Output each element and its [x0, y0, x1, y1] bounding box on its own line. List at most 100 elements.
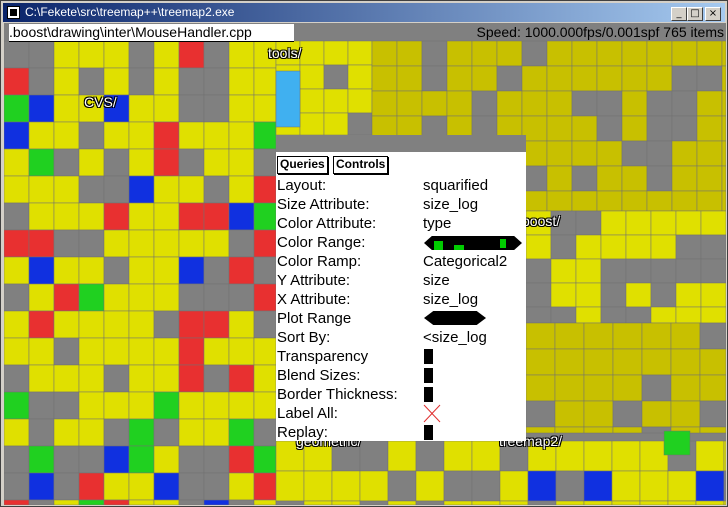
treemap-cell[interactable]: [670, 348, 701, 376]
treemap-cell[interactable]: [28, 121, 55, 150]
treemap-cell[interactable]: [203, 40, 230, 69]
treemap-cell[interactable]: [446, 90, 473, 117]
treemap-cell[interactable]: [583, 426, 614, 434]
treemap-cell[interactable]: [178, 445, 205, 474]
treemap-cell[interactable]: [583, 400, 614, 428]
treemap-cell[interactable]: [331, 440, 361, 472]
treemap-cell[interactable]: [203, 472, 230, 501]
treemap-cell[interactable]: [78, 310, 105, 339]
treemap-cell[interactable]: [153, 148, 180, 177]
treemap-cell[interactable]: [153, 472, 180, 501]
treemap-cell[interactable]: [625, 282, 652, 308]
treemap-cell[interactable]: [153, 418, 180, 447]
treemap-cell[interactable]: [415, 440, 445, 472]
treemap-cell[interactable]: [359, 470, 389, 502]
treemap-cell[interactable]: [203, 337, 230, 366]
treemap-cell[interactable]: [128, 472, 155, 501]
size-attribute-value[interactable]: size_log: [423, 196, 479, 213]
treemap-cell[interactable]: [575, 210, 602, 236]
treemap-cell[interactable]: [28, 94, 55, 123]
treemap-cell[interactable]: [700, 234, 726, 260]
treemap-cell[interactable]: [4, 472, 30, 501]
treemap-cell[interactable]: [721, 190, 726, 212]
treemap-cell[interactable]: [347, 112, 373, 136]
treemap-cell[interactable]: [521, 115, 548, 142]
treemap-cell[interactable]: [178, 472, 205, 501]
treemap-cell[interactable]: [575, 306, 602, 324]
treemap-cell[interactable]: [178, 229, 205, 258]
treemap-cell[interactable]: [546, 90, 573, 117]
treemap-cell[interactable]: [128, 94, 155, 123]
treemap-cell[interactable]: [303, 470, 333, 502]
treemap-cell[interactable]: [203, 202, 230, 231]
treemap-cell[interactable]: [583, 322, 614, 350]
treemap-cell[interactable]: [641, 322, 672, 350]
treemap-cell[interactable]: [646, 165, 673, 192]
range-handle-max[interactable]: [500, 239, 506, 248]
treemap-cell[interactable]: [78, 229, 105, 258]
treemap-cell[interactable]: [153, 310, 180, 339]
treemap-cell[interactable]: [178, 256, 205, 285]
treemap-cell[interactable]: [228, 40, 255, 69]
treemap-cell[interactable]: [571, 140, 598, 167]
treemap-cell[interactable]: [228, 391, 255, 420]
treemap-cell[interactable]: [700, 282, 726, 308]
treemap-cell[interactable]: [228, 202, 255, 231]
treemap-cell[interactable]: [347, 88, 373, 114]
treemap-cell[interactable]: [696, 90, 723, 117]
treemap-cell[interactable]: [359, 500, 389, 505]
treemap-cell[interactable]: [275, 500, 305, 505]
treemap-cell[interactable]: [621, 115, 648, 142]
treemap-cell[interactable]: [699, 322, 726, 350]
range-handle-min[interactable]: [434, 241, 443, 250]
treemap-cell[interactable]: [721, 140, 726, 167]
treemap-cell[interactable]: [128, 40, 155, 69]
treemap-cell[interactable]: [28, 472, 55, 501]
treemap-cell[interactable]: [650, 210, 677, 236]
dir-label-tools[interactable]: tools/: [268, 45, 302, 61]
treemap-cell[interactable]: [153, 445, 180, 474]
treemap-cell[interactable]: [128, 391, 155, 420]
layout-value[interactable]: squarified: [423, 177, 489, 194]
treemap-cell[interactable]: [646, 90, 673, 117]
treemap-cell[interactable]: [471, 90, 498, 117]
treemap-cell[interactable]: [228, 229, 255, 258]
treemap-cell[interactable]: [4, 40, 30, 69]
treemap-cell[interactable]: [128, 364, 155, 393]
treemap-cell[interactable]: [496, 65, 523, 92]
treemap-cell[interactable]: [525, 348, 556, 376]
treemap-cell[interactable]: [28, 499, 55, 505]
treemap-cell[interactable]: [178, 202, 205, 231]
treemap-cell[interactable]: [78, 175, 105, 204]
treemap-cell[interactable]: [550, 234, 577, 260]
treemap-cell[interactable]: [371, 65, 398, 92]
treemap-cell[interactable]: [443, 440, 473, 472]
treemap-cell[interactable]: [670, 374, 701, 402]
treemap-cell[interactable]: [153, 364, 180, 393]
treemap-cell[interactable]: [28, 40, 55, 69]
treemap-cell[interactable]: [128, 67, 155, 96]
treemap-cell[interactable]: [396, 40, 423, 67]
treemap-cell[interactable]: [696, 115, 723, 142]
treemap-cell[interactable]: [671, 40, 698, 67]
treemap-cell[interactable]: [600, 210, 627, 236]
treemap-cell[interactable]: [253, 472, 277, 501]
treemap-cell[interactable]: [153, 391, 180, 420]
treemap-cell[interactable]: [178, 94, 205, 123]
treemap-cell[interactable]: [28, 337, 55, 366]
treemap-cell[interactable]: [550, 258, 577, 284]
treemap-cell[interactable]: [650, 258, 677, 284]
treemap-cell[interactable]: [28, 175, 55, 204]
sort-by-value[interactable]: <size_log: [423, 329, 487, 346]
treemap-cell[interactable]: [53, 229, 80, 258]
treemap-cell[interactable]: [650, 282, 677, 308]
treemap-cell[interactable]: [78, 283, 105, 312]
color-range-slider[interactable]: [424, 236, 522, 250]
treemap-cell[interactable]: [596, 190, 623, 212]
treemap-cell[interactable]: [178, 148, 205, 177]
treemap-cell[interactable]: [323, 112, 349, 136]
treemap-cell[interactable]: [596, 165, 623, 192]
treemap-cell[interactable]: [671, 90, 698, 117]
treemap-cell[interactable]: [421, 65, 448, 92]
treemap-cell[interactable]: [699, 426, 726, 434]
